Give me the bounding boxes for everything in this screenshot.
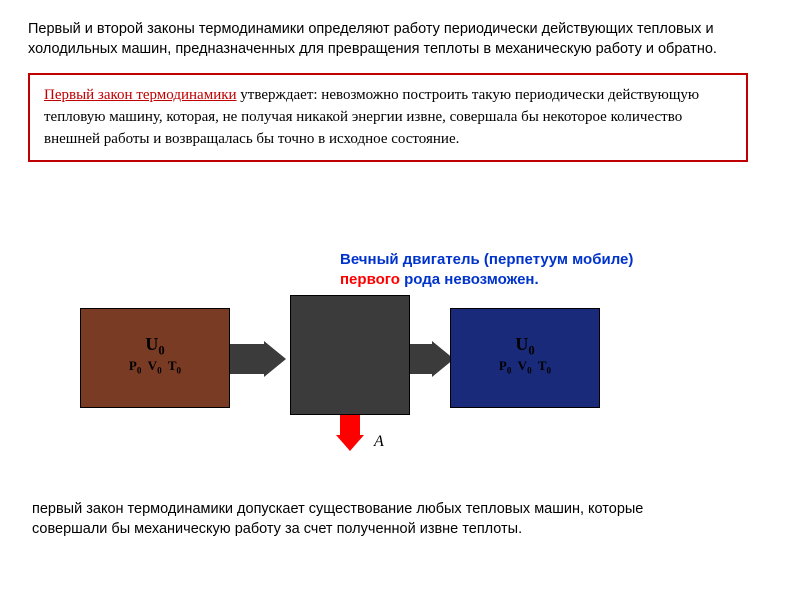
engine-diagram: U0 P0 V0 T0 U0 P0 V0 T0 A	[80, 305, 640, 455]
caption-line1: Вечный двигатель (перпетуум мобиле)	[340, 251, 633, 268]
state-u: U0	[81, 335, 229, 358]
state-left-box: U0 P0 V0 T0	[80, 308, 230, 408]
state-right-box: U0 P0 V0 T0	[450, 308, 600, 408]
intro-text: Первый и второй законы термодинамики опр…	[28, 20, 772, 59]
caption-rest: рода невозможен.	[400, 271, 539, 288]
arrow-left-to-machine-icon	[230, 341, 286, 377]
state-u-r: U0	[451, 335, 599, 358]
work-label: A	[374, 433, 384, 451]
law-highlight: Первый закон термодинамики	[44, 87, 237, 103]
first-law-box: Первый закон термодинамики утверждает: н…	[28, 73, 748, 162]
arrow-work-down-icon	[336, 415, 364, 451]
caption-red: первого	[340, 271, 400, 288]
arrow-machine-to-right-icon	[410, 341, 454, 377]
state-pvt: P0 V0 T0	[81, 358, 229, 376]
perpetuum-caption: Вечный двигатель (перпетуум мобиле) перв…	[340, 250, 633, 289]
state-pvt-r: P0 V0 T0	[451, 358, 599, 376]
machine-box	[290, 295, 410, 415]
bottom-text: первый закон термодинамики допускает сущ…	[32, 500, 712, 539]
